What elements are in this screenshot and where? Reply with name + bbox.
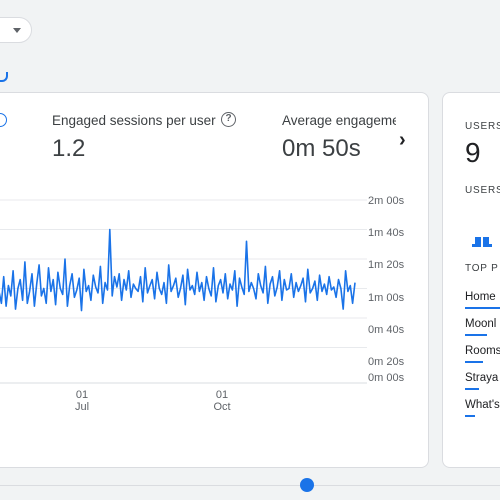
page-bar: [465, 388, 479, 390]
mini-bar: [489, 244, 492, 247]
page-bar: [465, 307, 500, 309]
page-bar: [465, 361, 483, 363]
engagement-line-chart: 2m 00s 1m 40s 1m 20s 1m 00s 0m 40s 0m 20s 0m 0…: [0, 195, 405, 413]
metric-label-clip: Average engagement time: [282, 113, 396, 133]
series-line: [0, 228, 356, 312]
y-tick-label: 0m 40s: [368, 324, 405, 336]
mini-bar: [472, 244, 475, 247]
metric-label-average-engagement: Average engagement time: [282, 113, 396, 128]
help-icon[interactable]: ?: [221, 112, 236, 127]
selection-indicator: [0, 72, 8, 82]
metric-value-engaged-sessions: 1.2: [52, 135, 86, 162]
users-label-secondary: USERS: [465, 185, 500, 196]
y-tick-label: 0m 20s: [368, 356, 405, 368]
carousel-indicator[interactable]: [300, 478, 314, 492]
x-tick-month: Oct: [213, 401, 230, 413]
page-bar: [465, 415, 475, 417]
date-range-dropdown[interactable]: [0, 17, 32, 43]
top-page-link[interactable]: Straya: [465, 372, 499, 384]
y-tick-label: 1m 20s: [368, 259, 405, 271]
caret-down-icon: [13, 28, 21, 33]
users-value: 9: [465, 137, 481, 168]
top-page-link[interactable]: Home: [465, 291, 496, 303]
y-tick-label: 1m 00s: [368, 292, 405, 304]
y-tick-label: 2m 00s: [368, 195, 405, 207]
x-tick-month: Jul: [75, 401, 89, 413]
mini-bar: [483, 237, 489, 247]
page-bar: [465, 334, 487, 336]
y-tick-label: 0m 00s: [368, 372, 405, 384]
chevron-right-icon[interactable]: ›: [399, 129, 406, 151]
top-pages-label: TOP P: [465, 263, 499, 274]
users-card: USERS 9 USERS TOP P Home Moonl Rooms Str…: [442, 92, 500, 468]
x-tick-day: 01: [76, 389, 88, 401]
engagement-overview-card: Engaged sessions per user ? 1.2 Average …: [0, 92, 429, 468]
mini-bar: [475, 237, 481, 247]
metric-value-average-engagement: 0m 50s: [282, 135, 361, 162]
users-label: USERS: [465, 121, 500, 132]
top-page-link[interactable]: What's: [465, 399, 500, 411]
top-page-link[interactable]: Moonl: [465, 318, 497, 330]
top-page-link[interactable]: Rooms: [465, 345, 500, 357]
metric-label-engaged-sessions: Engaged sessions per user: [52, 113, 216, 128]
divider: [0, 485, 500, 486]
x-tick-day: 01: [216, 389, 228, 401]
y-tick-label: 1m 40s: [368, 227, 405, 239]
